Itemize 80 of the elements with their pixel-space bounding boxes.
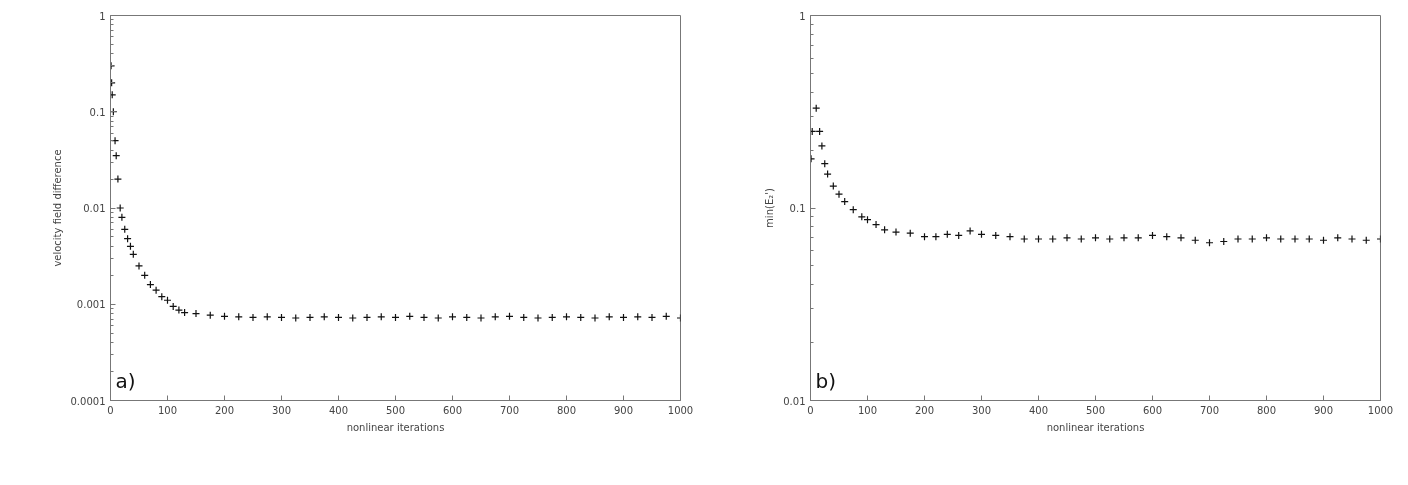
- x-tick-label: 400: [1028, 404, 1049, 416]
- x-tick-label: 200: [214, 404, 235, 416]
- point: [647, 313, 657, 322]
- point: [305, 313, 315, 322]
- point: [1034, 234, 1043, 244]
- point: [434, 313, 443, 323]
- point: [1020, 234, 1029, 244]
- x-tick-label: 700: [499, 404, 520, 416]
- x-tick-label: 600: [1142, 404, 1163, 416]
- point: [931, 232, 940, 241]
- point: [1119, 233, 1129, 242]
- y-tick-label: 0.0001: [70, 395, 106, 407]
- y-axis-title: min(E₂'): [764, 188, 776, 228]
- point: [1305, 234, 1314, 244]
- x-tick-label: 500: [385, 404, 406, 416]
- point: [817, 141, 826, 151]
- x-tick-label: 200: [914, 404, 935, 416]
- point: [533, 313, 543, 323]
- point: [362, 313, 372, 322]
- point: [476, 313, 486, 323]
- x-tick-label: 900: [613, 404, 634, 416]
- point: [1347, 234, 1357, 244]
- x-tick-label: 100: [157, 404, 178, 416]
- point: [191, 309, 201, 318]
- y-tick-label: 1: [99, 10, 106, 22]
- point: [834, 190, 844, 199]
- point: [590, 313, 600, 323]
- x-tick-label: 900: [1313, 404, 1334, 416]
- point: [174, 305, 183, 315]
- point: [152, 286, 161, 295]
- x-tick-label: 500: [1085, 404, 1106, 416]
- y-tick-label: 1: [799, 10, 806, 22]
- point: [1105, 234, 1114, 244]
- point: [1233, 234, 1243, 244]
- annotation: a): [115, 368, 136, 393]
- point: [880, 225, 889, 234]
- point: [116, 203, 125, 213]
- y-tick-label: 0.01: [783, 395, 806, 407]
- point: [348, 313, 357, 323]
- point: [823, 170, 832, 179]
- point: [1077, 234, 1086, 244]
- point: [248, 313, 258, 322]
- x-tick-label: 400: [328, 404, 349, 416]
- point: [1276, 234, 1285, 244]
- y-tick-label: 0.1: [89, 106, 106, 118]
- annotation: b): [815, 368, 836, 393]
- point: [966, 226, 975, 236]
- x-tick-label: 300: [271, 404, 292, 416]
- point: [1176, 233, 1186, 242]
- point: [117, 213, 126, 222]
- y-axis-title: velocity field difference: [51, 149, 63, 267]
- point: [871, 220, 881, 229]
- point: [810, 127, 817, 136]
- x-tick-label: 0: [807, 404, 814, 416]
- x-tick-label: 300: [971, 404, 992, 416]
- point: [291, 313, 300, 323]
- point: [891, 227, 901, 237]
- x-tick-label: 100: [857, 404, 878, 416]
- x-tick-label: 1000: [667, 404, 694, 416]
- point: [113, 174, 123, 184]
- x-tick-label: 600: [442, 404, 463, 416]
- point: [1062, 233, 1072, 242]
- y-tick-label: 0.001: [76, 299, 106, 311]
- x-tick-label: 700: [1199, 404, 1220, 416]
- point: [1290, 234, 1300, 244]
- point: [829, 181, 838, 191]
- point: [110, 90, 117, 99]
- point: [1005, 232, 1015, 241]
- x-tick-label: 800: [556, 404, 577, 416]
- point: [1248, 234, 1257, 244]
- x-axis-title: nonlinear iterations: [346, 421, 445, 433]
- point: [419, 313, 429, 322]
- x-tick-label: 0: [107, 404, 114, 416]
- y-tick-label: 0.01: [83, 203, 106, 214]
- y-tick-label: 0.1: [789, 203, 806, 214]
- x-tick-label: 800: [1256, 404, 1277, 416]
- x-tick-label: 1000: [1367, 404, 1394, 416]
- point: [134, 261, 144, 271]
- point: [1048, 234, 1057, 244]
- x-axis-title: nonlinear iterations: [1046, 421, 1145, 433]
